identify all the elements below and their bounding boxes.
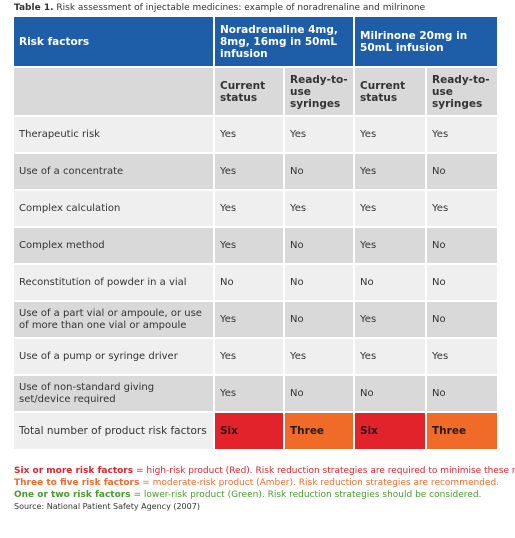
- milrinone-current-value: Yes: [355, 115, 428, 152]
- noradrenaline-current-value: No: [215, 263, 285, 300]
- subheader-milrinone-ready: Ready-to-use syringes: [427, 66, 498, 115]
- milrinone-current-value: Yes: [355, 189, 428, 226]
- noradrenaline-ready-value: No: [285, 300, 356, 337]
- milrinone-ready-value: No: [427, 226, 498, 263]
- table-row: Complex calculation Yes Yes Yes Yes: [14, 189, 498, 226]
- table-row: Therapeutic risk Yes Yes Yes Yes: [14, 115, 498, 152]
- source-note: Source: National Patient Safety Agency (…: [14, 502, 200, 511]
- milrinone-current-value: No: [355, 263, 428, 300]
- legend-green: One or two risk factors = lower-risk pro…: [14, 489, 509, 501]
- noradrenaline-current-value: Yes: [215, 152, 285, 189]
- legend-green-text: = lower-risk product (Green). Risk reduc…: [130, 490, 482, 500]
- milrinone-ready-value: Yes: [427, 115, 498, 152]
- table-subheader-row: Current status Ready-to-use syringes Cur…: [14, 66, 498, 115]
- header-milrinone: Milrinone 20mg in 50mL infusion: [355, 17, 498, 66]
- table-row: Use of non-standard giving set/device re…: [14, 374, 498, 411]
- milrinone-current-value: Yes: [355, 226, 428, 263]
- noradrenaline-ready-value: Yes: [285, 115, 356, 152]
- noradrenaline-ready-value: No: [285, 374, 356, 411]
- noradrenaline-ready-value: Yes: [285, 337, 356, 374]
- table-header-row: Risk factors Noradrenaline 4mg, 8mg, 16m…: [14, 17, 498, 66]
- subheader-noradrenaline-current: Current status: [215, 66, 285, 115]
- risk-factor-label: Therapeutic risk: [14, 115, 215, 152]
- table-row: Use of a concentrate Yes No Yes No: [14, 152, 498, 189]
- noradrenaline-current-value: Yes: [215, 189, 285, 226]
- noradrenaline-current-total: Six: [215, 411, 285, 449]
- table-row: Use of a pump or syringe driver Yes Yes …: [14, 337, 498, 374]
- legend-red: Six or more risk factors = high-risk pro…: [14, 465, 515, 477]
- noradrenaline-ready-value: No: [285, 152, 356, 189]
- noradrenaline-ready-value: Yes: [285, 189, 356, 226]
- total-row: Total number of product risk factors Six…: [14, 411, 498, 449]
- total-label: Total number of product risk factors: [14, 411, 215, 449]
- noradrenaline-ready-total: Three: [285, 411, 356, 449]
- risk-legend: Six or more risk factors = high-risk pro…: [14, 465, 515, 513]
- risk-factor-label: Complex calculation: [14, 189, 215, 226]
- milrinone-ready-value: No: [427, 374, 498, 411]
- milrinone-ready-total: Three: [427, 411, 498, 449]
- caption-label: Table 1.: [14, 3, 54, 13]
- legend-amber-text: = moderate-risk product (Amber). Risk re…: [139, 478, 500, 488]
- milrinone-current-value: No: [355, 374, 428, 411]
- header-risk-factors: Risk factors: [14, 17, 215, 66]
- milrinone-current-value: Yes: [355, 300, 428, 337]
- subheader-blank: [14, 66, 215, 115]
- subheader-milrinone-current: Current status: [355, 66, 428, 115]
- noradrenaline-ready-value: No: [285, 263, 356, 300]
- legend-red-text: = high-risk product (Red). Risk reductio…: [133, 466, 515, 476]
- noradrenaline-current-value: Yes: [215, 337, 285, 374]
- noradrenaline-ready-value: No: [285, 226, 356, 263]
- subheader-noradrenaline-ready: Ready-to-use syringes: [285, 66, 356, 115]
- risk-factor-label: Use of non-standard giving set/device re…: [14, 374, 215, 411]
- legend-green-strong: One or two risk factors: [14, 490, 131, 500]
- noradrenaline-current-value: Yes: [215, 300, 285, 337]
- noradrenaline-current-value: Yes: [215, 374, 285, 411]
- milrinone-ready-value: Yes: [427, 337, 498, 374]
- milrinone-ready-value: No: [427, 300, 498, 337]
- risk-factor-label: Use of a pump or syringe driver: [14, 337, 215, 374]
- milrinone-current-value: Yes: [355, 337, 428, 374]
- risk-factor-label: Complex method: [14, 226, 215, 263]
- legend-amber: Three to five risk factors = moderate-ri…: [14, 477, 509, 489]
- risk-assessment-table: Risk factors Noradrenaline 4mg, 8mg, 16m…: [14, 17, 498, 449]
- table-row: Reconstitution of powder in a vial No No…: [14, 263, 498, 300]
- table-row: Complex method Yes No Yes No: [14, 226, 498, 263]
- milrinone-ready-value: No: [427, 152, 498, 189]
- risk-factor-label: Reconstitution of powder in a vial: [14, 263, 215, 300]
- legend-red-strong: Six or more risk factors: [14, 466, 134, 476]
- legend-amber-strong: Three to five risk factors: [14, 478, 140, 488]
- table-row: Use of a part vial or ampoule, or use of…: [14, 300, 498, 337]
- noradrenaline-current-value: Yes: [215, 115, 285, 152]
- header-noradrenaline: Noradrenaline 4mg, 8mg, 16mg in 50mL inf…: [215, 17, 356, 66]
- milrinone-current-value: Yes: [355, 152, 428, 189]
- milrinone-ready-value: No: [427, 263, 498, 300]
- caption-text: Risk assessment of injectable medicines:…: [56, 3, 426, 13]
- table-caption: Table 1. Risk assessment of injectable m…: [14, 2, 504, 15]
- risk-factor-label: Use of a concentrate: [14, 152, 215, 189]
- noradrenaline-current-value: Yes: [215, 226, 285, 263]
- milrinone-current-total: Six: [355, 411, 428, 449]
- milrinone-ready-value: Yes: [427, 189, 498, 226]
- risk-factor-label: Use of a part vial or ampoule, or use of…: [14, 300, 215, 337]
